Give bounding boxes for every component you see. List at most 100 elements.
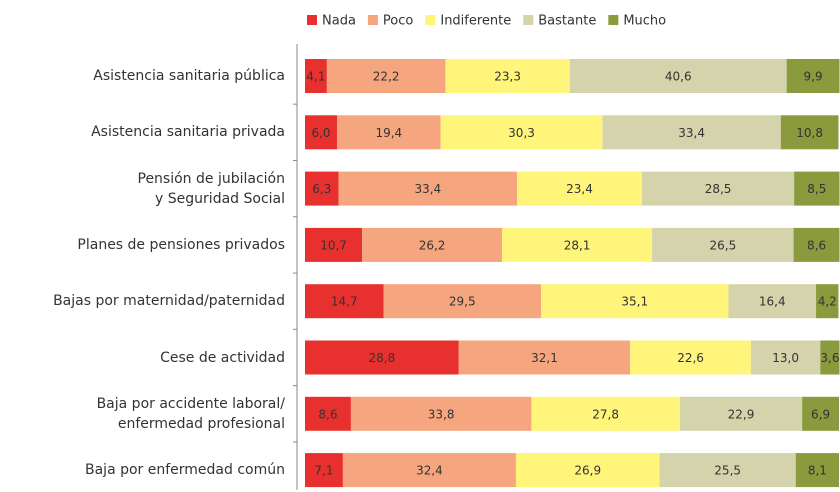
bar-segment [630, 340, 751, 375]
bar-segment [602, 115, 781, 150]
bar-segment [679, 396, 803, 431]
bar-segment [445, 59, 570, 93]
bar-segment [440, 115, 603, 150]
bar-segment [816, 284, 839, 319]
bar-segment [728, 284, 817, 319]
value-label: 10,7 [320, 238, 347, 252]
bar-segment [383, 284, 542, 319]
bar-segment [305, 171, 339, 206]
bar-segment [305, 340, 459, 375]
value-label: 28,5 [705, 182, 732, 196]
legend-label: Bastante [538, 14, 596, 29]
value-label: 26,5 [709, 238, 736, 252]
category-label: Planes de pensiones privados [77, 236, 285, 253]
value-label: 22,6 [677, 351, 704, 365]
value-label: 6,9 [811, 407, 830, 421]
legend-label: Indiferente [440, 14, 511, 29]
legend-swatch [425, 15, 436, 25]
bar-segment [305, 227, 363, 262]
value-label: 4,2 [818, 295, 837, 309]
value-label: 13,0 [772, 351, 799, 365]
bar-segment [531, 396, 680, 431]
value-label: 14,7 [331, 295, 358, 309]
bar-segment [305, 453, 343, 488]
value-label: 33,8 [428, 407, 455, 421]
value-label: 26,2 [419, 238, 446, 252]
category-label: Baja por enfermedad común [85, 462, 285, 479]
value-label: 10,8 [796, 126, 823, 140]
value-label: 25,5 [714, 464, 741, 478]
legend-swatch [367, 15, 378, 25]
bar-segment [337, 115, 441, 150]
value-label: 23,4 [566, 182, 593, 196]
bar-segment [326, 59, 446, 93]
value-label: 7,1 [314, 464, 333, 478]
bar-segment [780, 115, 839, 150]
category-label: Baja por accidente laboral/ enfermedad p… [96, 395, 285, 432]
category-label: Cese de actividad [160, 349, 285, 366]
value-label: 35,1 [621, 295, 648, 309]
value-label: 26,9 [574, 464, 601, 478]
category-label: Asistencia sanitaria privada [91, 124, 285, 141]
value-label: 4,1 [306, 70, 325, 84]
value-label: 6,3 [312, 182, 331, 196]
bar-segment [502, 227, 653, 262]
bar-segment [652, 227, 794, 262]
bar-segment [794, 171, 840, 206]
value-label: 30,3 [508, 126, 535, 140]
category-label: Asistencia sanitaria pública [93, 68, 285, 84]
bar-segment [338, 171, 517, 206]
value-label: 23,3 [494, 70, 521, 84]
bar-segment [795, 453, 839, 488]
category-label: Pensión de jubilación y Seguridad Social [137, 170, 286, 207]
value-label: 28,8 [369, 351, 396, 365]
value-label: 28,1 [564, 238, 591, 252]
value-label: 9,9 [804, 70, 823, 84]
value-label: 19,4 [375, 126, 402, 140]
legend-label: Mucho [623, 14, 666, 29]
value-label: 40,6 [665, 70, 692, 84]
category-label: Bajas por maternidad/paternidad [53, 293, 285, 310]
bar-segment [569, 59, 787, 93]
value-label: 33,4 [414, 182, 441, 196]
bar-segment [342, 453, 516, 488]
bar-segment [305, 396, 351, 431]
bar-segment [362, 227, 503, 262]
value-label: 32,4 [416, 464, 443, 478]
bar-segment [793, 227, 840, 262]
value-label: 6,0 [311, 126, 330, 140]
value-label: 22,2 [373, 70, 400, 84]
bar-segment [802, 396, 839, 431]
value-label: 8,1 [808, 464, 827, 478]
bar-segment [458, 340, 631, 375]
value-label: 33,4 [678, 126, 705, 140]
bar-segment [515, 453, 660, 488]
value-label: 3,6 [820, 351, 839, 365]
bar-segment [786, 59, 840, 93]
legend-swatch [307, 15, 317, 25]
bar-segment [659, 453, 796, 488]
value-label: 32,1 [531, 351, 558, 365]
bar-segment [305, 59, 327, 93]
legend-swatch [608, 15, 619, 25]
bar-segment [516, 171, 642, 206]
bar-segment [350, 396, 532, 431]
bar-segment [305, 115, 338, 150]
bar-segment [541, 284, 729, 319]
bar-segment [820, 340, 840, 375]
bar-segment [750, 340, 821, 375]
value-label: 16,4 [759, 295, 786, 309]
bar-segment [305, 284, 384, 319]
value-label: 27,8 [592, 407, 619, 421]
value-label: 29,5 [449, 295, 476, 309]
legend-label: Poco [383, 14, 413, 29]
legend-swatch [523, 15, 534, 25]
value-label: 22,9 [728, 407, 755, 421]
value-label: 8,6 [807, 238, 826, 252]
value-label: 8,5 [807, 182, 826, 196]
bar-segment [641, 171, 795, 206]
value-label: 8,6 [318, 407, 337, 421]
legend-label: Nada [322, 14, 356, 29]
